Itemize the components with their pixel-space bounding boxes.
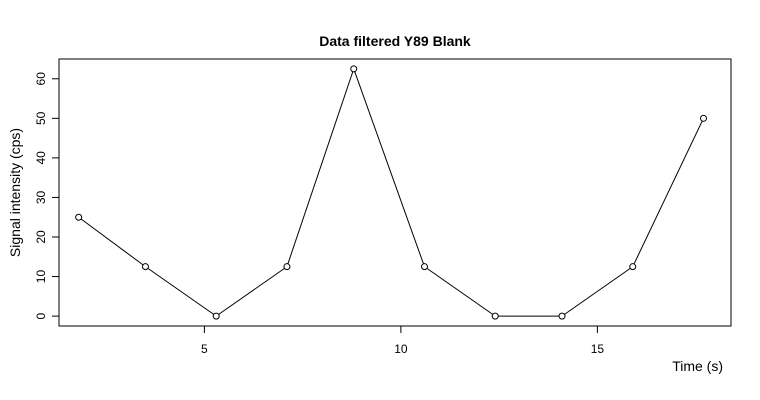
series-line-segment [564,267,631,315]
data-point [141,263,149,271]
data-point [212,312,220,320]
data-point [75,213,83,221]
x-tick-label: 5 [201,342,208,356]
series-line-segment [633,120,703,265]
chart-title: Data filtered Y89 Blank [319,33,471,49]
series-line-segment [354,71,424,265]
series-line-segment [426,267,494,315]
x-axis: 5 10 15 [201,325,605,356]
data-point [629,263,637,271]
series-line-segment [287,71,354,264]
y-tick-label: 10 [34,270,48,284]
data-point [699,114,707,122]
data-point [491,312,499,320]
y-tick-label: 40 [34,151,48,165]
x-axis-label: Time (s) [672,358,723,374]
series-line-segment [147,267,215,315]
y-axis-label: Signal intensity (cps) [7,128,23,257]
data-point [558,312,566,320]
y-tick-label: 60 [34,72,48,86]
x-tick-label: 10 [394,342,408,356]
series-line-segment [80,218,144,266]
data-point [350,65,358,73]
data-point [283,263,291,271]
y-axis: 0 10 20 30 40 50 60 [34,72,60,319]
series-layer [75,65,707,320]
y-tick-label: 0 [34,312,48,319]
series-line-segment [218,267,285,315]
x-tick-label: 15 [591,342,605,356]
y-tick-label: 20 [34,230,48,244]
y-tick-label: 50 [34,111,48,125]
plot-frame [58,58,732,327]
data-point [420,263,428,271]
y-tick-label: 30 [34,190,48,204]
